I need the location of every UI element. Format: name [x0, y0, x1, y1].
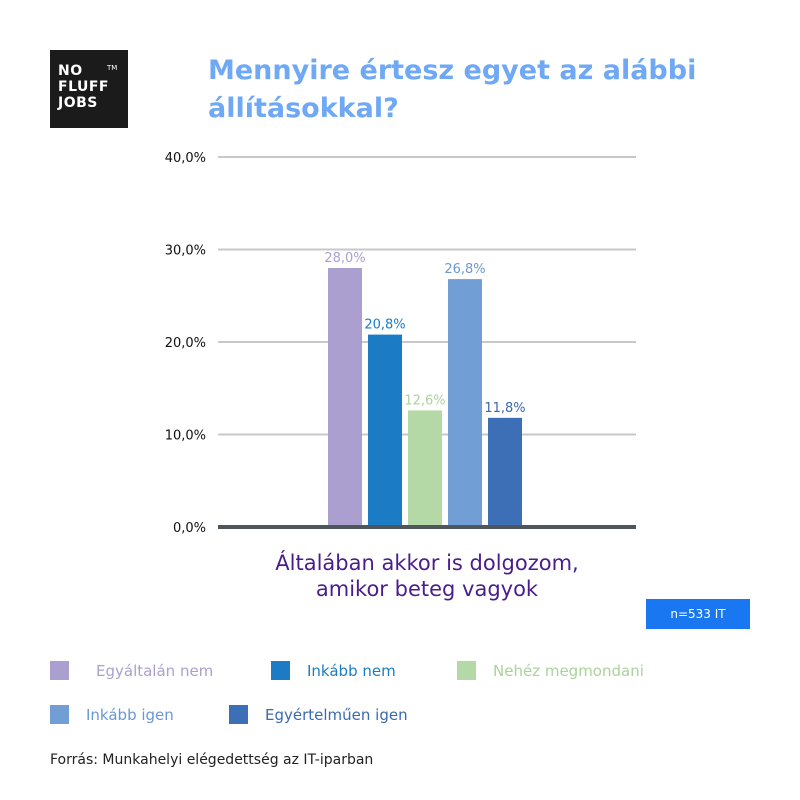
data-label-5: 11,8%: [484, 401, 525, 416]
data-label-2: 20,8%: [364, 318, 405, 333]
legend-swatch-5: [229, 705, 248, 724]
x-category-label: Általában akkor is dolgozom, amikor bete…: [218, 550, 636, 602]
legend-item-4: Inkább igen: [50, 705, 174, 724]
bar-3: [408, 410, 442, 527]
y-tick-label-0: 0,0%: [173, 521, 206, 536]
legend-swatch-4: [50, 705, 69, 724]
y-tick-label-1: 10,0%: [165, 429, 206, 444]
data-label-4: 26,8%: [444, 262, 485, 277]
bar-1: [328, 268, 362, 527]
bar-4: [448, 279, 482, 527]
sample-size-badge: n=533 IT: [646, 599, 750, 629]
legend-item-5: Egyértelműen igen: [229, 705, 408, 724]
y-tick-label-4: 40,0%: [165, 151, 206, 166]
logo-line-1: NO: [58, 63, 83, 79]
data-label-3: 12,6%: [404, 393, 445, 408]
logo-line-3: JOBS: [58, 95, 98, 111]
y-tick-label-3: 30,0%: [165, 244, 206, 259]
legend-swatch-1: [50, 661, 69, 680]
logo-trademark: TM: [107, 64, 118, 72]
legend-item-1: Egyáltalán nem: [50, 661, 213, 680]
source-note: Forrás: Munkahelyi elégedettség az IT-ip…: [50, 752, 374, 768]
legend-swatch-3: [457, 661, 476, 680]
legend-label-5: Egyértelműen igen: [265, 705, 408, 724]
bar-5: [488, 417, 522, 527]
data-label-1: 28,0%: [324, 251, 365, 266]
x-category-line-2: amikor beteg vagyok: [315, 577, 539, 601]
legend-swatch-2: [271, 661, 290, 680]
brand-logo: NO TM FLUFF JOBS: [50, 50, 128, 128]
logo-line-2: FLUFF: [58, 79, 109, 95]
legend-label-3: Nehéz megmondani: [493, 661, 644, 680]
x-category-line-1: Általában akkor is dolgozom,: [275, 551, 579, 575]
legend-label-4: Inkább igen: [86, 705, 174, 724]
legend-label-2: Inkább nem: [307, 661, 396, 680]
chart-title: Mennyire értesz egyet az alábbi állításo…: [208, 55, 697, 124]
legend-item-2: Inkább nem: [271, 661, 396, 680]
legend-label-1: Egyáltalán nem: [96, 661, 214, 680]
bar-2: [368, 334, 402, 527]
legend-item-3: Nehéz megmondani: [457, 661, 644, 680]
y-tick-label-2: 20,0%: [165, 336, 206, 351]
